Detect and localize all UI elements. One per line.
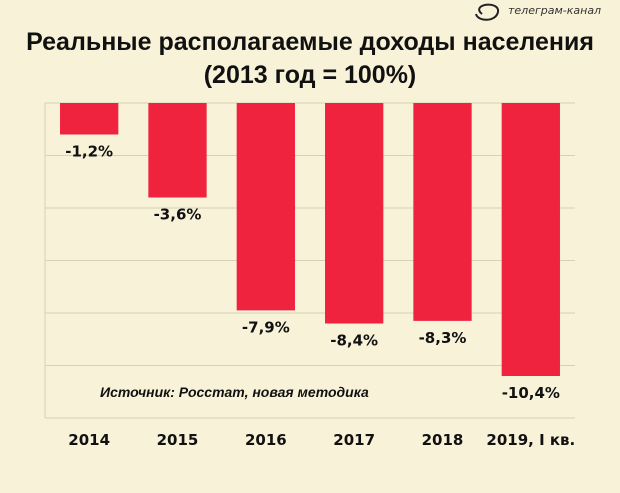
category-label: 2015: [157, 431, 199, 449]
data-label: -3,6%: [154, 206, 202, 224]
category-label: 2016: [245, 431, 287, 449]
source-annotation: Источник: Росстат, новая методика: [100, 384, 369, 400]
bar-2019-I-: [501, 103, 560, 376]
chart-title: Реальные располагаемые доходы населения: [26, 28, 594, 56]
data-label: -7,9%: [242, 318, 290, 336]
bar-2015: [148, 103, 207, 198]
logo-swirl-icon: [475, 3, 499, 21]
category-label: 2018: [422, 431, 464, 449]
bar-2016: [236, 103, 295, 311]
bar-2014: [60, 103, 119, 135]
bar-2017: [325, 103, 384, 324]
channel-logo: телеграм-канал: [475, 3, 601, 21]
data-label: -10,4%: [502, 384, 560, 402]
plot-area: -1,2% 2014 -3,6% 2015 -7,9% 2016 -8,4% 2017 -8,3…: [44, 102, 575, 449]
category-label: 2019, I кв.: [486, 431, 575, 449]
logo-text: телеграм-канал: [508, 4, 601, 17]
data-label: -8,3%: [419, 329, 467, 347]
data-label: -1,2%: [65, 143, 113, 161]
data-label: -8,4%: [330, 332, 378, 350]
category-label: 2014: [68, 431, 110, 449]
chart-subtitle: (2013 год = 100%): [204, 61, 417, 89]
bar-2018: [413, 103, 472, 321]
category-label: 2017: [333, 431, 375, 449]
